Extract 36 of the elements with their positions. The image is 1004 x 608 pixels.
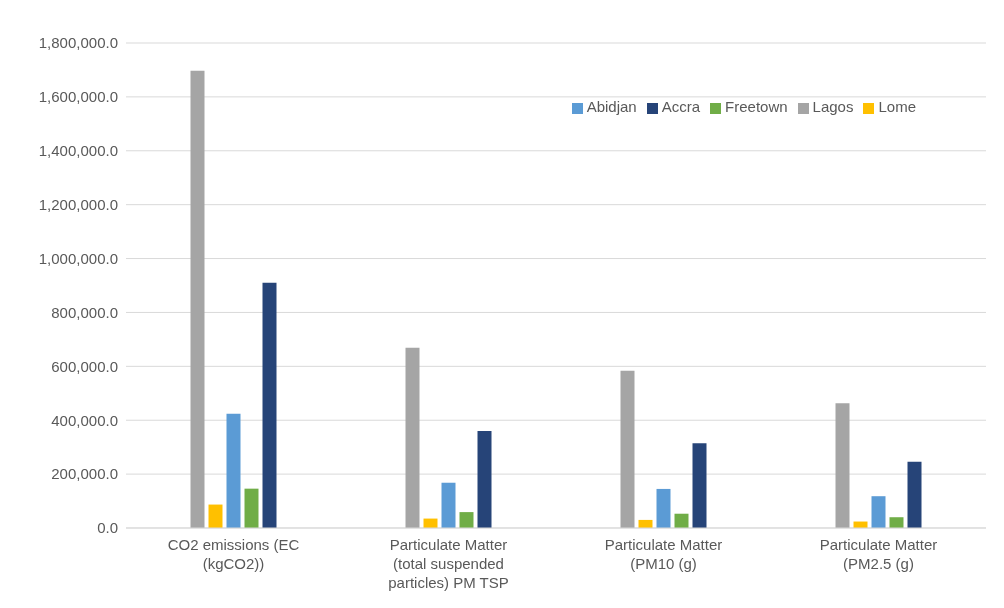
legend-label: Abidjan xyxy=(586,98,637,115)
bar xyxy=(889,517,904,528)
legend-label: Freetown xyxy=(725,98,788,115)
y-tick-label: 1,800,000.0 xyxy=(38,34,118,52)
x-tick-label: Particulate Matter (PM2.5 (g) xyxy=(819,536,938,572)
y-tick-label: 0.0 xyxy=(97,519,118,537)
y-tick-label: 1,000,000.0 xyxy=(38,249,118,267)
bar xyxy=(262,282,277,528)
y-tick-label: 1,600,000.0 xyxy=(38,88,118,106)
legend-label: Lome xyxy=(878,98,916,115)
bar xyxy=(656,488,671,528)
bar xyxy=(226,413,241,528)
bar xyxy=(692,443,707,528)
bar xyxy=(871,496,886,528)
bar xyxy=(459,512,474,528)
y-tick-label: 1,200,000.0 xyxy=(38,195,118,213)
bar xyxy=(907,461,922,528)
y-tick-label: 1,400,000.0 xyxy=(38,142,118,160)
bar xyxy=(190,70,205,528)
y-tick-label: 800,000.0 xyxy=(51,303,118,321)
bar xyxy=(441,482,456,528)
y-tick-label: 400,000.0 xyxy=(51,411,118,429)
legend-label: Lagos xyxy=(812,98,854,115)
bar xyxy=(620,370,635,528)
bar xyxy=(208,504,223,528)
bar xyxy=(835,403,850,528)
x-tick-label: Particulate Matter (total suspended particles) PM TSP xyxy=(388,536,509,591)
bar xyxy=(477,431,492,528)
y-tick-label: 600,000.0 xyxy=(51,357,118,375)
x-tick-label: Particulate Matter (PM10 (g) xyxy=(604,536,723,572)
bar xyxy=(674,513,689,528)
bar xyxy=(405,347,420,528)
x-tick-label: CO2 emissions (EC (kgCO2)) xyxy=(167,536,300,572)
legend-label: Accra xyxy=(661,98,701,115)
bar xyxy=(244,488,259,528)
y-tick-label: 200,000.0 xyxy=(51,465,118,483)
